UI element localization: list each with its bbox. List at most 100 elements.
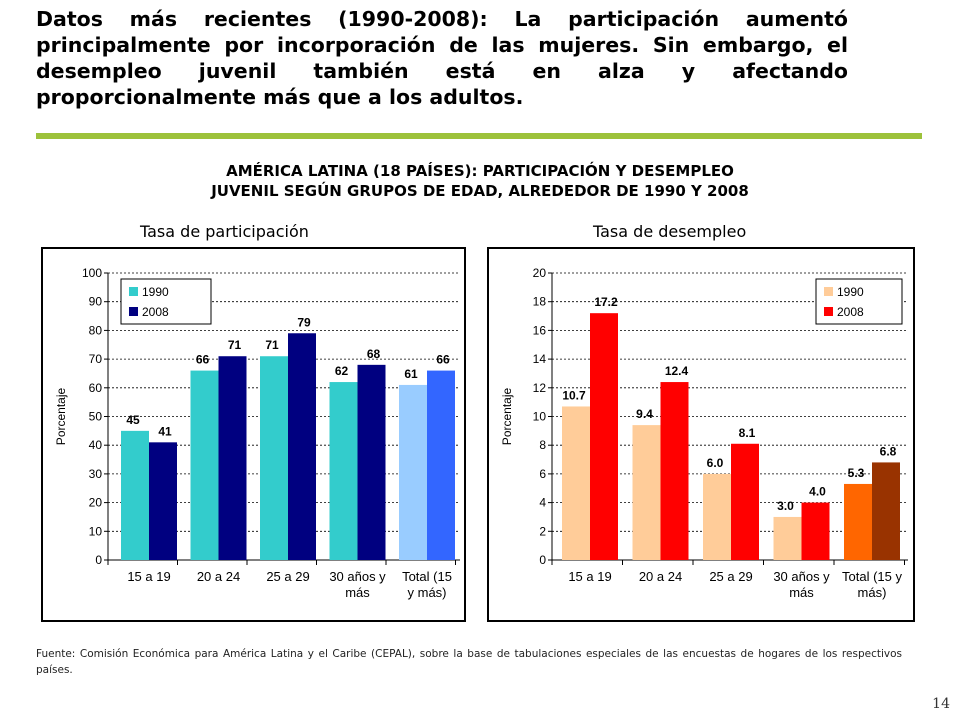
unemployment-legend-box [815, 278, 903, 325]
participation-legend-label-1990: 1990 [142, 285, 169, 299]
unemployment-ytick-label: 14 [533, 352, 547, 366]
participation-data-label-2008: 68 [367, 347, 381, 361]
unemployment-chart-panel: 0 2 4 6 8 10 12 14 16 18 20 Porcentaje 10.7 17.2 15 a … [487, 247, 915, 622]
participation-data-label-2008: 71 [228, 338, 242, 352]
participation-bar-2008 [357, 364, 386, 560]
participation-legend-box [120, 278, 212, 325]
unemployment-bar-2008 [731, 443, 759, 560]
participation-ytick-label: 20 [89, 496, 103, 510]
figure-title-line-2: JUVENIL SEGÚN GRUPOS DE EDAD, ALREDEDOR … [211, 182, 749, 200]
unemployment-y-axis-label: Porcentaje [500, 387, 514, 445]
participation-category-label: 20 a 24 [197, 569, 240, 584]
slide-heading: Datos más recientes (1990-2008): La part… [36, 7, 848, 109]
participation-ytick-label: 0 [95, 553, 102, 567]
unemployment-ytick-label: 18 [533, 295, 547, 309]
participation-bar-1990 [329, 382, 358, 560]
unemployment-category-label: más [789, 585, 814, 600]
participation-data-label-1990: 66 [196, 353, 210, 367]
unemployment-ytick-label: 12 [533, 381, 547, 395]
unemployment-bar-1990 [773, 516, 802, 560]
participation-legend-label-2008: 2008 [142, 305, 169, 319]
unemployment-bar-2008 [801, 502, 830, 560]
participation-category-label: 30 años y [329, 569, 386, 584]
unemployment-ytick-label: 6 [539, 467, 546, 481]
unemployment-ytick-label: 16 [533, 323, 547, 337]
participation-y-axis-label: Porcentaje [54, 387, 68, 445]
participation-chart-title: Tasa de participación [140, 222, 309, 241]
participation-bar-2008 [288, 333, 316, 560]
unemployment-data-label-1990: 9.4 [636, 407, 653, 421]
participation-bar-2008 [218, 356, 247, 560]
participation-ytick-label: 10 [89, 524, 103, 538]
participation-chart-panel: 0 10 20 30 40 50 60 70 80 90 100 Porcentaje 45 41 15 a… [41, 247, 466, 622]
unemployment-ytick-label: 20 [533, 266, 547, 280]
unemployment-data-label-2008: 8.1 [739, 426, 756, 440]
participation-data-label-2008: 79 [297, 315, 311, 329]
unemployment-bar-2008 [872, 462, 900, 560]
participation-category-label: más [345, 585, 370, 600]
participation-ytick-label: 100 [82, 266, 102, 280]
unemployment-chart: 0 2 4 6 8 10 12 14 16 18 20 Porcentaje 10.7 17.2 15 a … [500, 266, 908, 600]
participation-legend-swatch-1990 [129, 287, 138, 296]
unemployment-data-label-2008: 12.4 [665, 364, 689, 378]
participation-data-label-2008: 41 [158, 424, 172, 438]
participation-bar-1990 [399, 384, 427, 560]
participation-ytick-label: 40 [89, 438, 103, 452]
unemployment-ytick-label: 10 [533, 410, 547, 424]
participation-bar-1990 [190, 370, 219, 560]
participation-category-label: y más) [408, 585, 447, 600]
unemployment-bar-1990 [562, 406, 590, 560]
participation-category-label: Total (15 [402, 569, 452, 584]
unemployment-category-label: 25 a 29 [709, 569, 752, 584]
participation-legend-swatch-2008 [129, 307, 138, 316]
unemployment-data-label-1990: 5.3 [848, 466, 865, 480]
unemployment-bar-1990 [844, 483, 872, 560]
figure-title: AMÉRICA LATINA (18 PAÍSES): PARTICIPACIÓ… [120, 161, 840, 201]
participation-ytick-label: 70 [89, 352, 103, 366]
unemployment-category-label: 30 años y [773, 569, 830, 584]
participation-data-label-1990: 71 [265, 338, 279, 352]
page-number: 14 [932, 696, 950, 712]
participation-bar-2008 [149, 442, 177, 560]
unemployment-data-label-1990: 10.7 [562, 388, 586, 402]
participation-data-label-2008: 66 [436, 353, 450, 367]
unemployment-ytick-label: 8 [539, 438, 546, 452]
unemployment-ytick-label: 0 [539, 553, 546, 567]
participation-data-label-1990: 62 [335, 364, 349, 378]
unemployment-ytick-label: 4 [539, 496, 546, 510]
unemployment-legend-swatch-1990 [824, 287, 833, 296]
unemployment-category-label: 15 a 19 [568, 569, 611, 584]
participation-ytick-label: 90 [89, 295, 103, 309]
unemployment-chart-title: Tasa de desempleo [593, 222, 747, 241]
participation-ytick-label: 30 [89, 467, 103, 481]
unemployment-legend-label-1990: 1990 [837, 285, 864, 299]
unemployment-category-label: más) [858, 585, 887, 600]
figure-title-line-1: AMÉRICA LATINA (18 PAÍSES): PARTICIPACIÓ… [226, 162, 734, 180]
unemployment-bar-2008 [590, 313, 618, 560]
participation-ytick-label: 50 [89, 410, 103, 424]
participation-category-label: 15 a 19 [127, 569, 170, 584]
unemployment-data-label-2008: 6.8 [880, 444, 897, 458]
unemployment-data-label-2008: 17.2 [594, 295, 618, 309]
unemployment-category-label: Total (15 y [842, 569, 902, 584]
unemployment-data-label-1990: 3.0 [777, 499, 794, 513]
participation-category-label: 25 a 29 [266, 569, 309, 584]
unemployment-bar-2008 [660, 382, 689, 560]
unemployment-bar-1990 [632, 425, 661, 560]
participation-data-label-1990: 61 [404, 367, 418, 381]
participation-ytick-label: 60 [89, 381, 103, 395]
unemployment-legend-label-2008: 2008 [837, 305, 864, 319]
participation-bar-2008 [427, 370, 455, 560]
unemployment-category-label: 20 a 24 [639, 569, 682, 584]
unemployment-data-label-1990: 6.0 [707, 456, 724, 470]
participation-ytick-label: 80 [89, 323, 103, 337]
unemployment-ytick-label: 2 [539, 524, 546, 538]
divider-rule [36, 133, 922, 139]
unemployment-legend-swatch-2008 [824, 307, 833, 316]
source-note: Fuente: Comisión Económica para América … [36, 648, 902, 676]
participation-bar-1990 [121, 430, 149, 560]
participation-data-label-1990: 45 [126, 413, 140, 427]
unemployment-data-label-2008: 4.0 [809, 485, 826, 499]
participation-bar-1990 [260, 356, 288, 560]
unemployment-bar-1990 [703, 473, 731, 560]
